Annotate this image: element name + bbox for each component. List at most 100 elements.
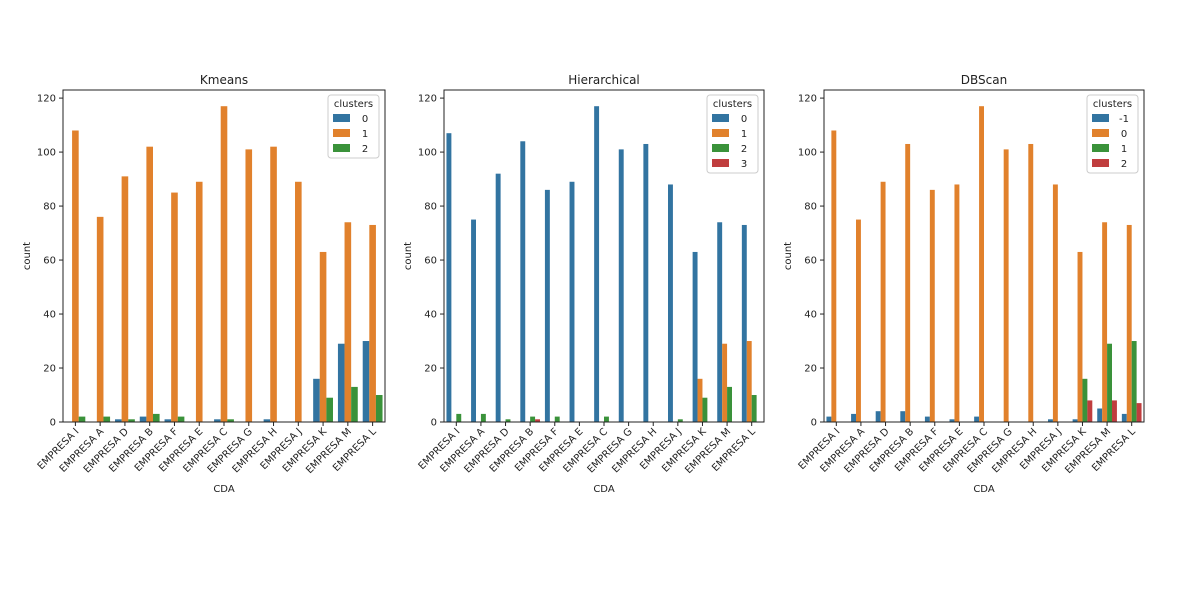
legend-label: 1 [1121, 144, 1127, 155]
y-tick-label: 80 [43, 202, 56, 213]
bar-dbscan-cluster-2-11 [1112, 400, 1117, 422]
legend-label: 3 [741, 159, 747, 170]
chart-title: Hierarchical [568, 73, 640, 87]
y-tick-label: 60 [424, 256, 437, 267]
bar-kmeans-cluster-2-4 [177, 416, 185, 422]
bar-kmeans-cluster-1-10 [319, 251, 327, 422]
legend-swatch-3 [712, 159, 729, 167]
y-tick-label: 60 [804, 256, 817, 267]
y-tick-label: 100 [37, 148, 56, 159]
bar-dbscan-cluster-0-0 [831, 130, 837, 423]
bar-hierarchical-cluster-0-4 [544, 189, 550, 422]
chart-title: DBScan [961, 73, 1007, 87]
bar-kmeans-cluster-0-12 [362, 341, 370, 422]
bar-kmeans-cluster-1-9 [295, 181, 302, 422]
bar-kmeans-cluster-2-10 [326, 397, 333, 422]
y-tick-label: 40 [804, 310, 817, 321]
bar-hierarchical-cluster-0-8 [643, 143, 649, 423]
legend-swatch-1 [1092, 144, 1109, 152]
y-tick-label: 120 [418, 94, 437, 105]
bar-hierarchical-cluster-1-12 [746, 341, 752, 422]
bar-hierarchical-cluster-0-1 [471, 219, 476, 422]
y-tick-label: 20 [43, 364, 56, 375]
legend-title: clusters [1093, 99, 1132, 110]
bar-kmeans-cluster-2-12 [375, 395, 383, 422]
bar-dbscan-cluster-0-10 [1077, 251, 1083, 422]
bar-hierarchical-cluster-0-2 [495, 173, 501, 422]
bar-dbscan-cluster--1-12 [1121, 413, 1127, 422]
bar-hierarchical-cluster-2-0 [456, 413, 462, 422]
bar-hierarchical-cluster-2-9 [677, 419, 683, 422]
bar-dbscan-cluster-2-12 [1136, 403, 1142, 422]
bar-dbscan-cluster--1-9 [1048, 419, 1053, 422]
bar-dbscan-cluster-0-11 [1102, 222, 1108, 422]
bar-hierarchical-cluster-0-3 [520, 141, 526, 422]
bar-dbscan-cluster--1-6 [974, 416, 980, 422]
bar-hierarchical-cluster-2-12 [751, 395, 757, 422]
chart-title: Kmeans [200, 73, 248, 87]
bar-dbscan-cluster--1-0 [826, 416, 832, 422]
legend-swatch-2 [333, 144, 350, 152]
y-tick-label: 100 [418, 148, 437, 159]
bar-dbscan-cluster--1-10 [1072, 419, 1078, 422]
bar-hierarchical-cluster-1-11 [722, 343, 728, 422]
legend-label: 0 [1121, 129, 1127, 140]
y-tick-label: 100 [798, 148, 817, 159]
legend-label: 2 [1121, 159, 1127, 170]
bar-kmeans-cluster-1-7 [245, 149, 253, 422]
bar-kmeans-cluster-1-2 [121, 176, 129, 422]
legend-swatch-0 [1092, 129, 1109, 137]
bar-dbscan-cluster-1-12 [1131, 341, 1137, 422]
bar-hierarchical-cluster-2-11 [727, 386, 732, 422]
bar-kmeans-cluster-2-3 [152, 413, 160, 422]
legend-label: 0 [741, 114, 747, 125]
bar-dbscan-cluster-0-4 [929, 189, 935, 422]
bar-dbscan-cluster-0-8 [1028, 143, 1034, 423]
y-tick-label: 20 [424, 364, 437, 375]
bar-dbscan-cluster-0-2 [880, 181, 886, 422]
x-axis-label: CDA [973, 484, 995, 495]
bar-kmeans-cluster-0-4 [164, 419, 172, 422]
bar-hierarchical-cluster-2-1 [480, 413, 486, 422]
bar-kmeans-cluster-0-8 [263, 419, 271, 422]
bar-hierarchical-cluster-2-10 [702, 397, 708, 422]
bar-kmeans-cluster-1-4 [171, 192, 178, 422]
legend-label: 2 [741, 144, 747, 155]
bar-hierarchical-cluster-2-3 [530, 416, 536, 422]
bar-dbscan-cluster-1-10 [1082, 378, 1088, 422]
y-tick-label: 0 [50, 418, 56, 429]
bar-hierarchical-cluster-0-6 [594, 106, 600, 422]
bar-dbscan-cluster--1-1 [851, 413, 856, 422]
bar-dbscan-cluster-2-10 [1087, 400, 1093, 422]
bar-hierarchical-cluster-1-10 [697, 378, 703, 422]
x-axis-label: CDA [213, 484, 235, 495]
bar-kmeans-cluster-0-2 [115, 419, 122, 422]
y-tick-label: 40 [424, 310, 437, 321]
bar-dbscan-cluster--1-11 [1097, 408, 1103, 422]
legend-title: clusters [713, 99, 752, 110]
legend-label: -1 [1119, 114, 1129, 125]
legend-title: clusters [334, 99, 373, 110]
bar-kmeans-cluster-2-0 [78, 416, 86, 422]
y-tick-label: 80 [804, 202, 817, 213]
bar-kmeans-cluster-1-3 [146, 146, 153, 422]
legend-label: 1 [741, 129, 747, 140]
y-axis-label: count [22, 242, 33, 270]
x-axis-label: CDA [593, 484, 615, 495]
bar-dbscan-cluster--1-2 [875, 411, 881, 422]
legend-box [327, 94, 380, 159]
legend-swatch-1 [712, 129, 729, 137]
y-axis-label: count [783, 242, 794, 270]
bar-kmeans-cluster-2-11 [351, 386, 358, 422]
bar-hierarchical-cluster-3-3 [535, 419, 540, 422]
bar-hierarchical-cluster-0-11 [717, 222, 723, 422]
bar-kmeans-cluster-1-8 [270, 146, 277, 422]
bar-kmeans-cluster-1-6 [220, 106, 228, 422]
bar-dbscan-cluster-0-1 [856, 219, 861, 422]
bar-dbscan-cluster-0-6 [979, 106, 984, 422]
y-tick-label: 0 [431, 418, 437, 429]
legend-label: 1 [362, 129, 368, 140]
bar-kmeans-cluster-2-2 [128, 419, 135, 422]
